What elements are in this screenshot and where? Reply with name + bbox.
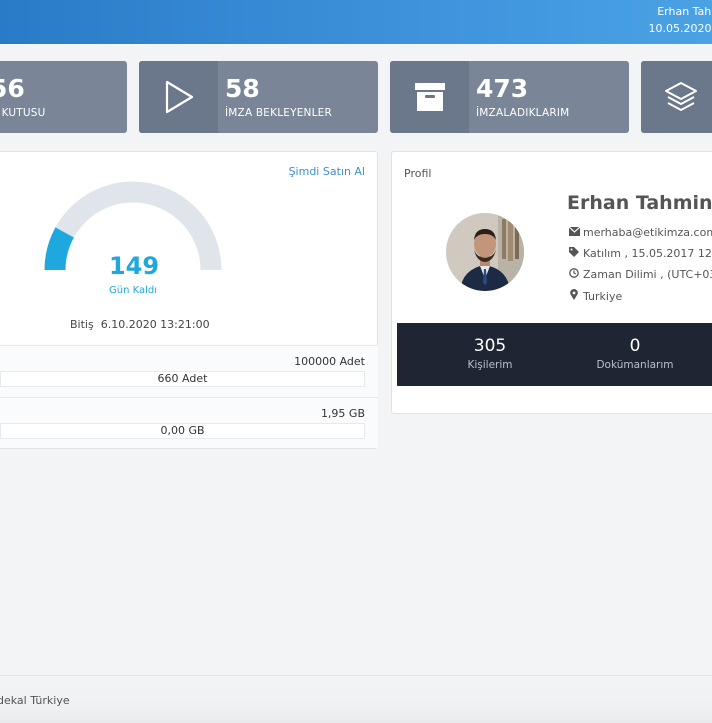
play-icon — [139, 61, 218, 133]
documents-count: 0 — [629, 336, 641, 356]
gauge-fill — [44, 227, 75, 271]
profile-email: merhaba@etikimza.com — [583, 226, 712, 239]
top-bar: Erhan Tahm 10.05.2020 1 — [0, 0, 712, 44]
days-left-label: Gün Kaldı — [108, 285, 158, 296]
footer-text: dekal Türkiye — [0, 694, 70, 707]
clock-icon — [568, 268, 580, 281]
profile-country: Turkiye — [583, 289, 623, 303]
profile-joined: Katılım , 15.05.2017 12:58:3( — [583, 247, 712, 260]
contacts-count: 305 — [473, 336, 507, 356]
archive-icon — [390, 61, 469, 133]
document-quota-used: 660 Adet — [157, 372, 208, 385]
storage-quota-total: 1,95 GB — [320, 407, 365, 420]
end-label: Bitiş — [70, 318, 94, 331]
current-datetime: 10.05.2020 1 — [648, 22, 712, 35]
user-info[interactable]: Erhan Tahm 10.05.2020 1 — [649, 3, 712, 37]
stat-value: 58 — [225, 74, 260, 103]
stat-card-signed[interactable]: 473 İMZALADIKLARIM — [390, 61, 629, 133]
map-marker-icon — [568, 289, 580, 303]
document-quota-bar — [0, 371, 365, 387]
stat-label: N KUTUSU — [0, 107, 46, 119]
stat-card-layers[interactable] — [641, 61, 712, 133]
profile-timezone-row: Zaman Dilimi , (UTC+03:00) — [568, 268, 712, 281]
profile-card: Profil Erhan Tahmincile merhaba@etikimza… — [391, 151, 712, 414]
storage-quota-used: 0,00 GB — [160, 424, 205, 437]
stat-label: İMZALADIKLARIM — [476, 107, 570, 119]
user-name: Erhan Tahm — [657, 5, 712, 18]
layers-icon — [641, 61, 712, 133]
avatar[interactable] — [446, 213, 524, 291]
storage-quota-bar — [0, 423, 365, 439]
documents-link[interactable]: Dokümanlarım — [596, 359, 674, 371]
buy-now-link[interactable]: Şimdi Satın Al — [288, 165, 365, 178]
remaining-days-gauge — [44, 181, 222, 271]
stat-value: 473 — [476, 74, 529, 103]
end-date: 6.10.2020 13:21:00 — [100, 318, 210, 331]
document-quota-total: 100000 Adet — [294, 355, 365, 368]
profile-stats-bar: 305 Kişilerim 0 Dokümanlarım — [397, 323, 712, 386]
subscription-end: Bitiş 6.10.2020 13:21:00 — [70, 318, 210, 331]
envelope-icon — [568, 226, 580, 239]
stat-value: 56 — [0, 74, 25, 103]
profile-email-row: merhaba@etikimza.com — [568, 226, 712, 239]
storage-quota: 1,95 GB 0,00 GB — [0, 397, 378, 448]
document-quota: 100000 Adet 660 Adet — [0, 345, 378, 397]
profile-name: Erhan Tahmincile — [567, 192, 712, 214]
profile-country-row: Turkiye — [568, 289, 622, 303]
stat-label: İMZA BEKLEYENLER — [225, 107, 332, 119]
contacts-link[interactable]: Kişilerim — [467, 359, 513, 371]
footer: dekal Türkiye — [0, 675, 712, 723]
profile-title: Profil — [404, 167, 432, 180]
profile-joined-row: Katılım , 15.05.2017 12:58:3( — [568, 247, 712, 260]
tag-icon — [568, 247, 580, 260]
stat-card-pending-signature[interactable]: 58 İMZA BEKLEYENLER — [139, 61, 378, 133]
days-left-value: 149 — [108, 252, 160, 280]
stat-card-inbox[interactable]: 56 N KUTUSU — [0, 61, 127, 133]
profile-timezone: Zaman Dilimi , (UTC+03:00) — [583, 268, 712, 281]
